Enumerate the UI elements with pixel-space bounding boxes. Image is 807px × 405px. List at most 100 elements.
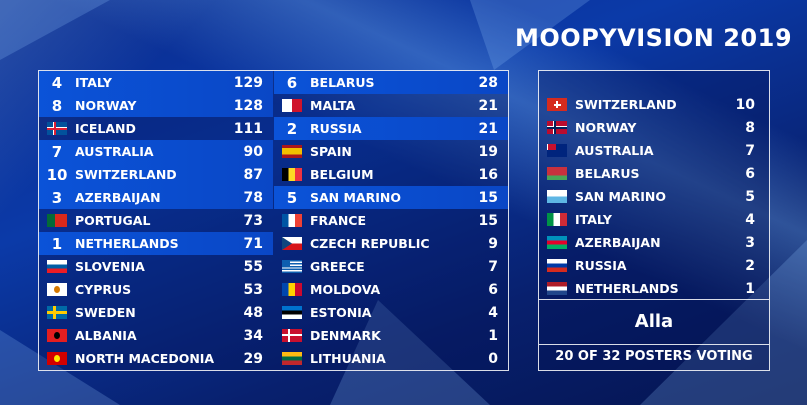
country-name: BELGIUM	[310, 167, 374, 182]
scoreboard-column-right: 6 BELARUS 28 MALTA 21 2 RUSSIA 21 SPAIN 19 BELGIUM…	[274, 71, 508, 370]
scoreboard-row: DENMARK 1	[274, 324, 508, 347]
scoreboard-row: 10 SWITZERLAND 87	[39, 163, 273, 186]
scoreboard-row: NORTH MACEDONIA 29	[39, 347, 273, 370]
ch-flag-icon	[547, 98, 567, 111]
voting-status: 20 OF 32 POSTERS VOTING	[555, 349, 753, 364]
country-total-score: 90	[243, 143, 263, 160]
au-flag-icon	[547, 144, 567, 157]
vote-row: RUSSIA 2	[539, 254, 769, 277]
ru-flag-icon	[547, 259, 567, 272]
dk-flag-icon	[282, 329, 302, 342]
md-flag-icon	[282, 283, 302, 296]
vote-row: SWITZERLAND 10	[539, 93, 769, 116]
vote-points: 6	[745, 165, 755, 182]
received-points: 8	[51, 96, 63, 115]
vote-points: 4	[745, 211, 755, 228]
country-name: CZECH REPUBLIC	[310, 236, 430, 251]
received-points: 5	[286, 188, 298, 207]
scoreboard-row: MOLDOVA 6	[274, 278, 508, 301]
country-total-score: 53	[243, 281, 263, 298]
scoreboard-row: 4 ITALY 129	[39, 71, 273, 94]
mk-flag-icon	[47, 352, 67, 365]
vote-country-name: SAN MARINO	[575, 189, 666, 204]
country-total-score: 129	[233, 74, 263, 91]
scoreboard-row: GREECE 7	[274, 255, 508, 278]
country-total-score: 111	[233, 120, 263, 137]
country-total-score: 1	[488, 327, 498, 344]
mt-flag-icon	[282, 99, 302, 112]
scoreboard-row: 2 RUSSIA 21	[274, 117, 508, 140]
country-total-score: 7	[488, 258, 498, 275]
country-name: SLOVENIA	[75, 259, 145, 274]
country-name: SWEDEN	[75, 305, 136, 320]
scoreboard-row: 8 NORWAY 128	[39, 94, 273, 117]
country-total-score: 71	[243, 235, 263, 252]
scoreboard-row: MALTA 21	[274, 94, 508, 117]
scoreboard-row: CYPRUS 53	[39, 278, 273, 301]
country-name: RUSSIA	[310, 121, 362, 136]
vote-points: 2	[745, 257, 755, 274]
country-total-score: 19	[478, 143, 498, 160]
lt-flag-icon	[282, 352, 302, 365]
si-flag-icon	[47, 260, 67, 273]
ee-flag-icon	[282, 306, 302, 319]
vote-country-name: ITALY	[575, 212, 612, 227]
country-total-score: 87	[243, 166, 263, 183]
received-points: 6	[286, 73, 298, 92]
voter-name: Alla	[634, 311, 674, 332]
country-name: NORTH MACEDONIA	[75, 351, 215, 366]
it-flag-icon	[547, 213, 567, 226]
no-flag-icon	[547, 121, 567, 134]
es-flag-icon	[282, 145, 302, 158]
country-name: CYPRUS	[75, 282, 132, 297]
votes-panel: SWITZERLAND 10 NORWAY 8 AUSTRALIA 7 BELARUS 6 SA…	[538, 70, 770, 371]
country-name: SPAIN	[310, 144, 352, 159]
vote-country-name: SWITZERLAND	[575, 97, 677, 112]
vote-country-name: NORWAY	[575, 120, 637, 135]
pt-flag-icon	[47, 214, 67, 227]
received-points: 7	[51, 142, 63, 161]
gr-flag-icon	[282, 260, 302, 273]
scoreboard-row: CZECH REPUBLIC 9	[274, 232, 508, 255]
vote-country-name: BELARUS	[575, 166, 640, 181]
country-total-score: 15	[478, 189, 498, 206]
country-total-score: 28	[478, 74, 498, 91]
scoreboard-row: LITHUANIA 0	[274, 347, 508, 370]
received-points: 2	[286, 119, 298, 138]
country-name: ESTONIA	[310, 305, 372, 320]
scoreboard-row: PORTUGAL 73	[39, 209, 273, 232]
country-name: SWITZERLAND	[75, 167, 177, 182]
vote-country-name: AZERBAIJAN	[575, 235, 661, 250]
country-total-score: 4	[488, 304, 498, 321]
country-name: GREECE	[310, 259, 365, 274]
country-name: ICELAND	[75, 121, 136, 136]
vote-country-name: AUSTRALIA	[575, 143, 654, 158]
vote-country-name: RUSSIA	[575, 258, 627, 273]
country-total-score: 29	[243, 350, 263, 367]
country-name: NETHERLANDS	[75, 236, 179, 251]
vote-points: 8	[745, 119, 755, 136]
scoreboard-row: 3 AZERBAIJAN 78	[39, 186, 273, 209]
sm-flag-icon	[547, 190, 567, 203]
received-points: 1	[51, 234, 63, 253]
divider	[539, 299, 769, 300]
vote-points: 1	[745, 280, 755, 297]
vote-country-name: NETHERLANDS	[575, 281, 679, 296]
fr-flag-icon	[282, 214, 302, 227]
country-total-score: 6	[488, 281, 498, 298]
country-total-score: 34	[243, 327, 263, 344]
scoreboard-column-left: 4 ITALY 129 8 NORWAY 128 ICELAND 111 7 AUSTRALIA 9…	[39, 71, 273, 370]
country-name: MALTA	[310, 98, 356, 113]
country-name: NORWAY	[75, 98, 137, 113]
vote-points: 10	[735, 96, 755, 113]
page-title: MOOPYVISION 2019	[515, 24, 793, 52]
cy-flag-icon	[47, 283, 67, 296]
vote-row: AZERBAIJAN 3	[539, 231, 769, 254]
scoreboard-row: ICELAND 111	[39, 117, 273, 140]
scoreboard-row: ESTONIA 4	[274, 301, 508, 324]
country-name: BELARUS	[310, 75, 375, 90]
country-name: ALBANIA	[75, 328, 137, 343]
scoreboard-row: BELGIUM 16	[274, 163, 508, 186]
scoreboard-row: SLOVENIA 55	[39, 255, 273, 278]
al-flag-icon	[47, 329, 67, 342]
